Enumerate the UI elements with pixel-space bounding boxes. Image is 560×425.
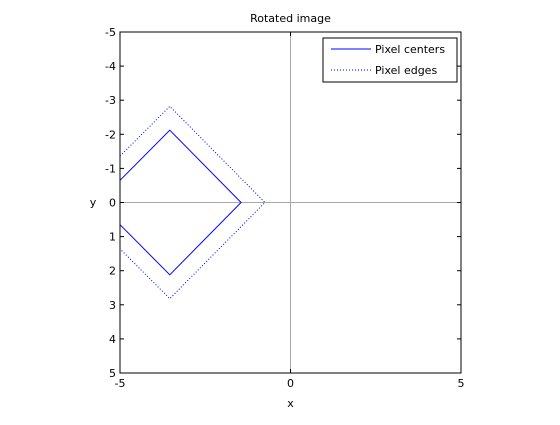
y-tick-label: -4 [105, 60, 116, 73]
y-tick-label: 5 [109, 367, 116, 380]
x-tick-label: 5 [458, 377, 465, 390]
chart-title: Rotated image [250, 12, 331, 25]
legend: Pixel centers Pixel edges [322, 37, 458, 83]
y-axis-label: y [90, 196, 97, 209]
x-tick-label: -5 [115, 377, 126, 390]
y-tick-label: -3 [105, 94, 116, 107]
series-layer [120, 105, 266, 300]
y-tick-label: 0 [109, 197, 116, 210]
y-tick-label: 1 [109, 231, 116, 244]
x-axis-label: x [287, 397, 294, 410]
x-tick-label: 0 [287, 377, 294, 390]
y-tick-label: -2 [105, 128, 116, 141]
legend-label: Pixel edges [375, 64, 437, 77]
y-tick-label: 3 [109, 299, 116, 312]
series-line-pixel-centers [120, 129, 242, 276]
y-tick-label: 2 [109, 265, 116, 278]
y-tick-label: -5 [105, 26, 116, 39]
legend-label: Pixel centers [375, 43, 445, 56]
y-tick-label: -1 [105, 162, 116, 175]
y-tick-label: 4 [109, 333, 116, 346]
reference-lines [120, 32, 461, 373]
legend-box [322, 37, 458, 83]
